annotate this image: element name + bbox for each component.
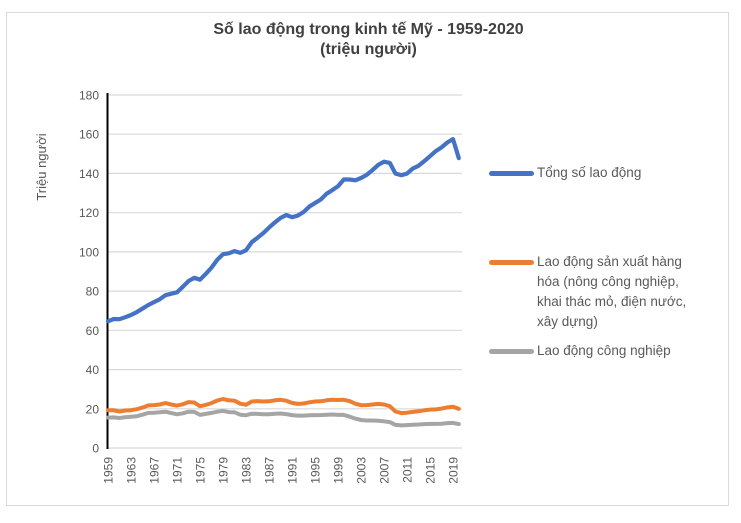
legend-item-1: Lao động sản xuất hàng hóa (nông công ng… (489, 252, 686, 332)
x-tick-label-1995: 1995 (309, 457, 323, 484)
series-line-0 (105, 137, 461, 324)
legend-label: Tổng số lao động (537, 165, 642, 180)
y-tick-label-20: 20 (86, 402, 100, 416)
legend-swatch-icon (489, 171, 534, 176)
y-tick-label-80: 80 (86, 285, 100, 299)
chart-title: Số lao động trong kinh tế Mỹ - 1959-2020… (6, 20, 731, 60)
chart-title-line1: Số lao động trong kinh tế Mỹ - 1959-2020 (213, 21, 524, 38)
legend-label: Lao động sản xuất hàng hóa (nông công ng… (537, 254, 687, 329)
y-tick-label-120: 120 (79, 206, 99, 220)
x-tick-label-1983: 1983 (240, 457, 254, 484)
x-tick-label-1963: 1963 (125, 457, 139, 484)
legend-swatch-icon (489, 349, 534, 354)
y-tick-label-0: 0 (92, 442, 99, 456)
x-tick-label-1999: 1999 (332, 457, 346, 484)
series-line-1 (106, 397, 461, 416)
y-tick-label-100: 100 (79, 245, 99, 259)
x-tick-label-2007: 2007 (378, 457, 392, 484)
chart-frame (6, 12, 729, 506)
x-tick-label-1975: 1975 (194, 457, 208, 484)
y-tick-label-40: 40 (86, 363, 100, 377)
x-tick-label-1987: 1987 (263, 457, 277, 484)
x-tick-label-2019: 2019 (447, 457, 461, 484)
x-tick-label-1967: 1967 (148, 457, 162, 484)
y-tick-label-160: 160 (79, 128, 99, 142)
chart-title-line2: (triệu người) (320, 41, 417, 58)
x-tick-label-2015: 2015 (424, 457, 438, 484)
x-tick-label-1979: 1979 (217, 457, 231, 484)
legend-item-2: Lao động công nghiệp (489, 341, 671, 361)
y-tick-label-140: 140 (79, 167, 99, 181)
y-tick-label-60: 60 (86, 324, 100, 338)
x-tick-label-2003: 2003 (355, 457, 369, 484)
legend-label: Lao động công nghiệp (537, 343, 671, 358)
x-tick-label-1959: 1959 (102, 457, 116, 484)
y-axis-title: Triệu người (34, 133, 49, 200)
x-tick-label-1991: 1991 (286, 457, 300, 484)
legend-swatch-icon (489, 260, 534, 265)
y-tick-label-180: 180 (79, 89, 99, 103)
x-tick-label-1971: 1971 (171, 457, 185, 484)
x-tick-label-2011: 2011 (401, 457, 415, 483)
series-line-2 (106, 408, 461, 428)
legend-item-0: Tổng số lao động (489, 163, 641, 183)
